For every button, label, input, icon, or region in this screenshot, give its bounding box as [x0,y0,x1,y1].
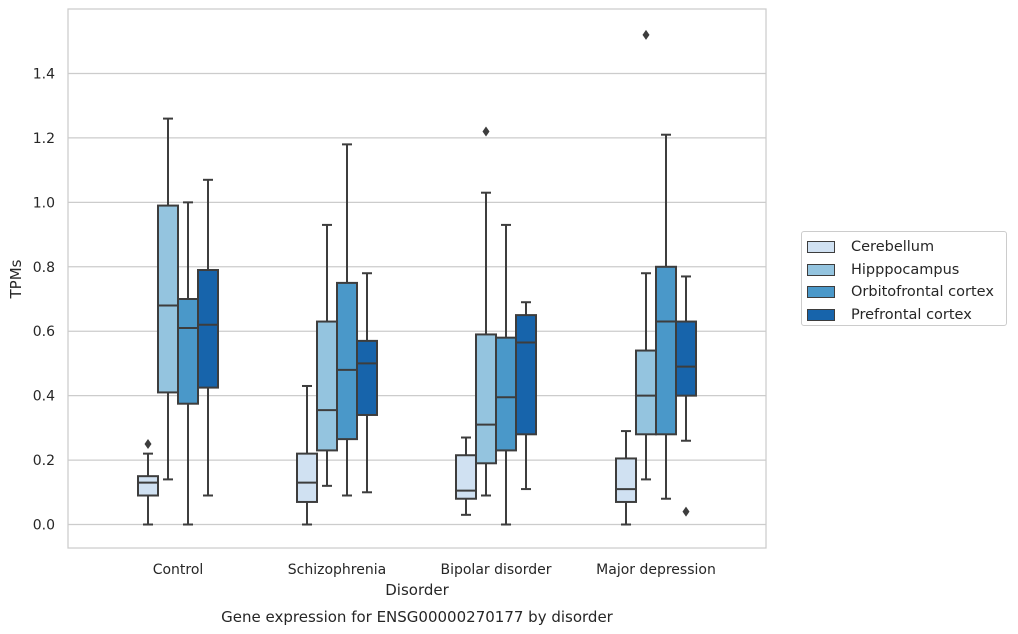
iqr-box [475,333,497,465]
box-hipppocampus-schizophrenia [316,223,338,487]
iqr-box [177,298,199,405]
plot-background [68,9,766,548]
legend-label-prefrontal-cortex: Prefrontal cortex [851,306,972,323]
y-tick-label-1-4: 1.4 [33,67,55,83]
legend-label-orbitofrontal-cortex: Orbitofrontal cortex [851,284,994,301]
iqr-box [675,320,697,397]
y-tick-label-0-4: 0.4 [33,389,55,405]
chart-title: Gene expression for ENSG00000270177 by d… [221,608,614,626]
iqr-box [316,320,338,452]
box-hipppocampus-control [157,117,179,481]
x-tick-label-bipolar-disorder: Bipolar disorder [440,562,551,578]
iqr-box [157,204,179,394]
legend-swatch-prefrontal-cortex [807,308,835,321]
outlier-marker-0 [482,126,490,137]
box-prefrontal-cortex-bipolar-disorder [515,301,537,491]
box-prefrontal-cortex-major-depression [675,275,697,517]
box-series [137,29,697,526]
box-orbitofrontal-cortex-major-depression [655,133,677,500]
box-prefrontal-cortex-control [197,178,219,497]
iqr-box [515,314,537,436]
iqr-box [296,452,318,503]
legend-label-cerebellum: Cerebellum [851,239,935,256]
y-tick-label-1-2: 1.2 [33,131,55,147]
box-cerebellum-schizophrenia [296,384,318,526]
legend-item-hippocampus: Hipppocampus [802,259,1006,282]
iqr-box [336,281,358,441]
plot-frame [67,8,767,549]
y-axis-label: TPMs [7,259,25,299]
y-tick-label-0-0: 0.0 [33,518,55,534]
iqr-box [615,457,637,503]
outlier-marker-0 [642,29,650,40]
y-tick-label-0-6: 0.6 [33,324,55,340]
box-cerebellum-control [137,438,159,526]
x-tick-labels: Control Schizophrenia Bipolar disorder Majo… [153,562,716,578]
legend-item-orbitofrontal-cortex: Orbitofrontal cortex [802,281,1006,304]
iqr-box [455,454,477,500]
box-orbitofrontal-cortex-schizophrenia [336,143,358,497]
y-tick-label-0-8: 0.8 [33,260,55,276]
x-axis-label: Disorder [385,581,449,599]
y-tick-labels: 0.0 0.2 0.4 0.6 0.8 1.0 1.2 1.4 [33,67,55,534]
box-prefrontal-cortex-schizophrenia [356,272,378,494]
legend-swatch-orbitofrontal-cortex [807,286,835,299]
iqr-box [635,349,657,436]
legend: Cerebellum Hipppocampus Orbitofrontal co… [801,231,1007,326]
y-tick-label-1-0: 1.0 [33,195,55,211]
x-tick-label-schizophrenia: Schizophrenia [288,562,386,578]
iqr-box [356,339,378,416]
x-tick-label-control: Control [153,562,204,578]
outlier-marker-0 [682,506,690,517]
iqr-box [137,475,159,497]
y-tick-label-0-2: 0.2 [33,453,55,469]
legend-label-hippocampus: Hipppocampus [851,261,960,278]
iqr-box [655,265,677,436]
iqr-box [495,336,517,452]
iqr-box [197,269,219,389]
box-orbitofrontal-cortex-bipolar-disorder [495,223,517,526]
box-orbitofrontal-cortex-control [177,201,199,526]
legend-item-prefrontal-cortex: Prefrontal cortex [802,304,1006,327]
legend-swatch-hippocampus [807,263,835,276]
box-cerebellum-major-depression [615,430,637,526]
outlier-marker-0 [144,438,152,449]
x-tick-label-major-depression: Major depression [596,562,716,578]
box-hipppocampus-major-depression [635,29,657,481]
legend-item-cerebellum: Cerebellum [802,236,1006,259]
box-cerebellum-bipolar-disorder [455,436,477,516]
legend-swatch-cerebellum [807,241,835,254]
